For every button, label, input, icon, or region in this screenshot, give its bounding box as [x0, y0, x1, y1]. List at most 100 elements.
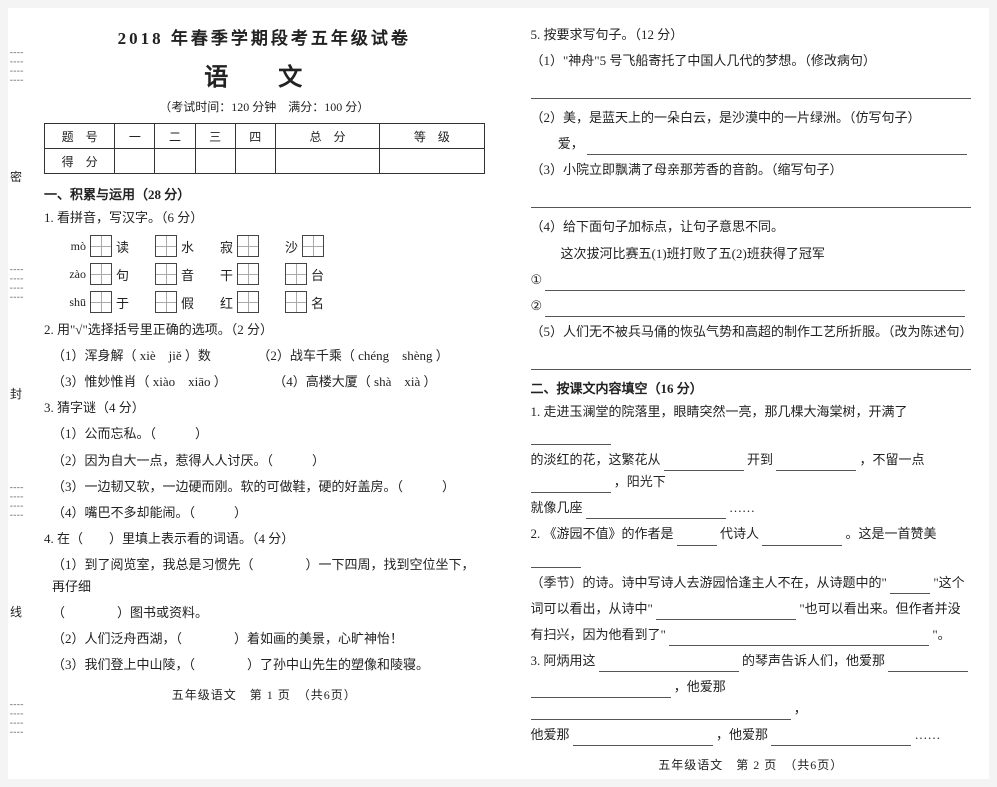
q3-item: （2）因为自大一点，惹得人人讨厌。（ ） — [52, 450, 485, 472]
tianzige-box — [90, 263, 112, 285]
pinyin-pair: 台 — [285, 263, 324, 285]
q2-item: （2）战车千乘（ chéng shèng ） — [257, 348, 448, 363]
s2-3e: 他爱那 — [531, 727, 570, 742]
q5-2a: （2）美，是蓝天上的一朵白云，是沙漠中的一片绿洲。（仿写句子） — [531, 107, 972, 129]
q5-1: （1）"神舟"5 号飞船寄托了中国人几代的梦想。（修改病句） — [531, 50, 972, 72]
th-col: 三 — [195, 124, 235, 149]
pre-char: 寂 — [220, 237, 233, 256]
pinyin-pair: 水 — [155, 235, 194, 257]
s2-2f: 词可以看出，从诗中" — [531, 601, 653, 616]
s2-3g: …… — [915, 727, 941, 742]
td-label: 得 分 — [45, 149, 115, 174]
s2-3c: ，他爱那 — [674, 679, 726, 694]
pinyin-pair: 音 — [155, 263, 194, 285]
s2-1f: 就像几座 — [531, 500, 583, 515]
binding-char-1: 密 — [10, 168, 22, 185]
pinyin-label: mò — [62, 239, 86, 254]
answer-line — [677, 531, 717, 546]
pinyin-block: mò读水寂沙zào句音干台shū于假红名 — [44, 235, 485, 313]
s2-2-line3: 词可以看出，从诗中" "也可以看出来。但作者并没 — [531, 598, 972, 620]
post-char: 读 — [116, 237, 129, 256]
answer-line — [531, 355, 972, 370]
q5-3: （3）小院立即飘满了母亲那芳香的音韵。（缩写句子） — [531, 159, 972, 181]
answer-line — [586, 504, 726, 519]
s2-2a: 2. 《游园不值》的作者是 — [531, 526, 674, 541]
exam-meta: （考试时间：120 分钟 满分：100 分） — [44, 98, 485, 115]
post-char: 水 — [181, 237, 194, 256]
q5-4c2-label: ② — [531, 298, 543, 313]
s2-3a: 3. 阿炳用这 — [531, 653, 596, 668]
td-blank — [155, 149, 195, 174]
exam-title: 2018 年春季学期段考五年级试卷 — [44, 24, 485, 49]
pinyin-pair: shū于 — [62, 291, 129, 313]
answer-line — [771, 731, 911, 746]
pinyin-pair: 名 — [285, 291, 324, 313]
q3-item: （3）一边韧又软，一边硬而刚。软的可做鞋，硬的好盖房。（ ） — [52, 476, 485, 498]
post-char: 名 — [311, 293, 324, 312]
td-blank — [380, 149, 484, 174]
s2-1d: ，不留一点 — [860, 452, 925, 467]
answer-line — [888, 657, 968, 672]
answer-line — [669, 631, 929, 646]
pinyin-pair: 寂 — [220, 235, 259, 257]
tianzige-box — [237, 235, 259, 257]
pinyin-row: mò 读 水 寂 沙 — [62, 235, 485, 257]
tianzige-box — [285, 263, 307, 285]
page-1: 2018 年春季学期段考五年级试卷 语 文 （考试时间：120 分钟 满分：10… — [36, 20, 493, 773]
answer-line — [531, 705, 791, 720]
answer-line — [531, 478, 611, 493]
tianzige-box — [155, 235, 177, 257]
s2-1b: 的淡红的花，这繁花从 — [531, 452, 661, 467]
binding-char-2: 封 — [10, 385, 22, 402]
q4-title: 4. 在（ ）里填上表示看的词语。（4 分） — [44, 528, 485, 550]
q2-item: （1）浑身解（ xiè jiě ）数 — [52, 348, 211, 363]
s2-2h: 有扫兴，因为他看到了" — [531, 627, 666, 642]
s2-2d: （季节）的诗。诗中写诗人去游园恰逢主人不在，从诗题中的" — [531, 575, 887, 590]
answer-line — [762, 531, 842, 546]
answer-line — [776, 456, 856, 471]
s2-2i: "。 — [932, 627, 950, 642]
post-char: 台 — [311, 265, 324, 284]
q5-5: （5）人们无不被兵马俑的恢弘气势和高超的制作工艺所折服。（改为陈述句） — [531, 321, 972, 343]
answer-line — [573, 731, 713, 746]
s2-3b: 的琴声告诉人们，他爱那 — [742, 653, 885, 668]
answer-line — [531, 84, 972, 99]
s2-2-line4: 有扫兴，因为他看到了" "。 — [531, 624, 972, 646]
page-2: 5. 按要求写句子。（12 分） （1）"神舟"5 号飞船寄托了中国人几代的梦想… — [523, 20, 980, 773]
pinyin-pair: 沙 — [285, 235, 324, 257]
binding-strip: ┊┊┊┊ 密 ┊┊┊┊ 封 ┊┊┊┊ 线 ┊┊┊┊ — [8, 8, 24, 779]
binding-dots: ┊┊┊┊ — [9, 266, 24, 303]
s2-2c: 。这是一首赞美 — [846, 526, 937, 541]
pinyin-pair: mò 读 — [62, 235, 129, 257]
binding-dots: ┊┊┊┊ — [9, 49, 24, 86]
s2-1-line3: 就像几座 …… — [531, 497, 972, 519]
section-1-title: 一、积累与运用（28 分） — [44, 184, 485, 203]
answer-line — [531, 683, 671, 698]
s2-3: 3. 阿炳用这 的琴声告诉人们，他爱那 — [531, 650, 972, 672]
binding-char-3: 线 — [10, 603, 22, 620]
s2-1-line2: 的淡红的花，这繁花从 开到 ，不留一点 ，阳光下 — [531, 449, 972, 493]
table-row: 得 分 — [45, 149, 485, 174]
q3-title: 3. 猜字谜（4 分） — [44, 397, 485, 419]
pinyin-pair: 干 — [220, 263, 259, 285]
s2-3-line3: 他爱那 ，他爱那 …… — [531, 724, 972, 746]
q5-4a: （4）给下面句子加标点，让句子意思不同。 — [531, 216, 972, 238]
pinyin-label: zào — [62, 267, 86, 282]
q4-item: （2）人们泛舟西湖，（ ）着如画的美景，心旷神怡！ — [52, 628, 485, 650]
q3-item: （1）公而忘私。（ ） — [52, 423, 485, 445]
q5-4c2: ② — [531, 295, 972, 317]
s2-2b: 代诗人 — [720, 526, 759, 541]
post-char: 于 — [116, 293, 129, 312]
q5-4c1: ① — [531, 269, 972, 291]
q4-item: （1）到了阅览室，我总是习惯先（ ）一下四周，找到空位坐下，再仔细 — [52, 554, 485, 598]
page-footer-1: 五年级语文 第 1 页 （共6页） — [44, 686, 485, 703]
pinyin-pair: zào句 — [62, 263, 129, 285]
s2-2g: "也可以看出来。但作者并没 — [799, 601, 960, 616]
th-label: 题 号 — [45, 124, 115, 149]
tianzige-box — [237, 291, 259, 313]
tianzige-box — [155, 263, 177, 285]
th-col: 总 分 — [275, 124, 379, 149]
q3-item: （4）嘴巴不多却能闹。（ ） — [52, 502, 485, 524]
s2-3d: ， — [794, 701, 807, 716]
section-2-title: 二、按课文内容填空（16 分） — [531, 378, 972, 397]
